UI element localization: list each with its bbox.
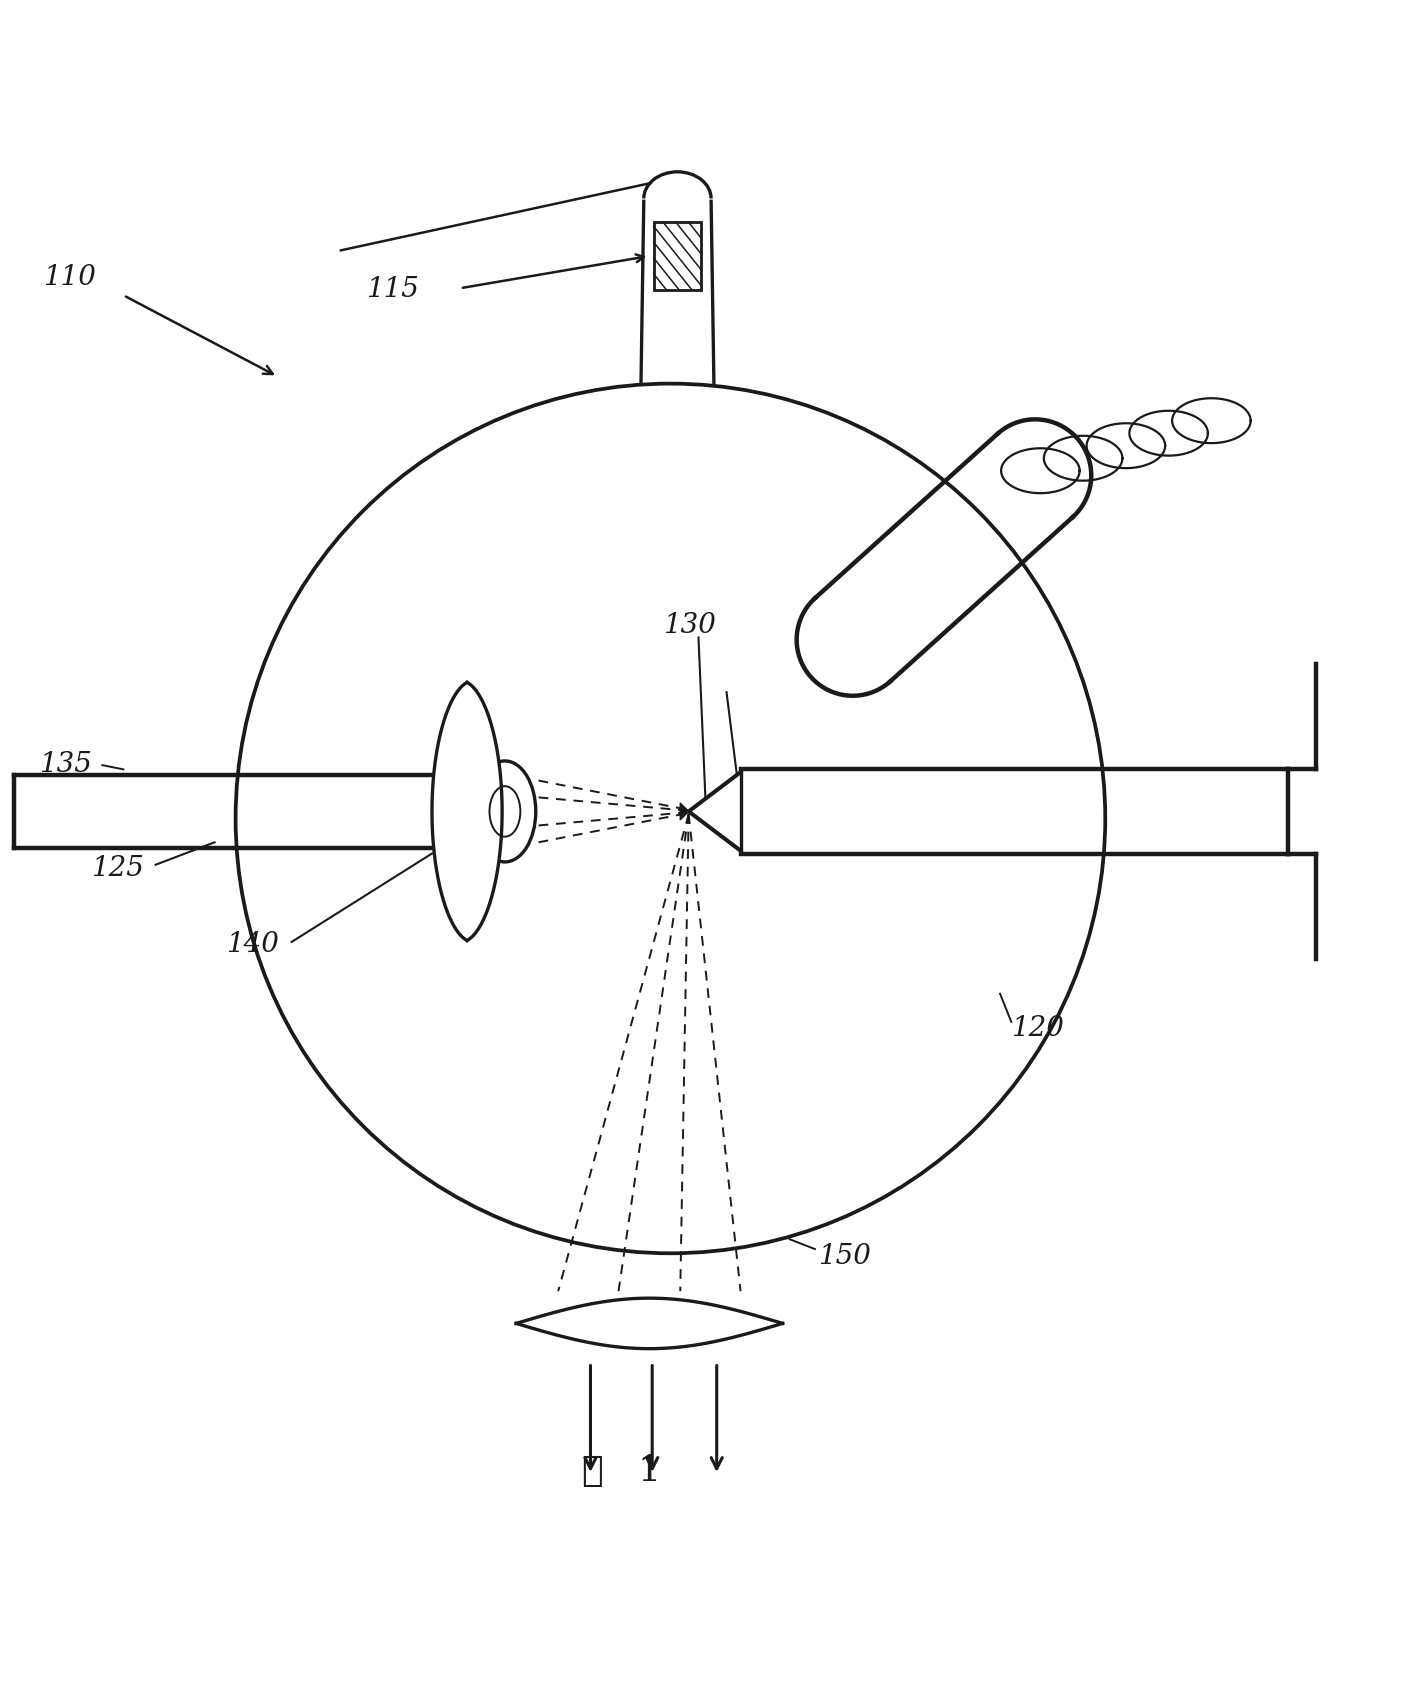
Polygon shape bbox=[680, 802, 689, 819]
Text: 140: 140 bbox=[226, 931, 278, 958]
Text: 130: 130 bbox=[663, 613, 717, 640]
Text: 150: 150 bbox=[818, 1243, 871, 1270]
Text: 图   1: 图 1 bbox=[581, 1454, 660, 1488]
Polygon shape bbox=[432, 682, 502, 941]
Text: 120: 120 bbox=[1012, 1014, 1064, 1041]
Bar bbox=[653, 222, 701, 290]
Polygon shape bbox=[689, 775, 741, 848]
Polygon shape bbox=[516, 1299, 783, 1349]
Ellipse shape bbox=[490, 786, 521, 836]
Ellipse shape bbox=[474, 760, 536, 862]
Text: 135: 135 bbox=[40, 752, 92, 779]
Text: 110: 110 bbox=[44, 264, 96, 291]
Bar bbox=[653, 222, 701, 290]
Text: 125: 125 bbox=[92, 855, 144, 882]
Text: 115: 115 bbox=[365, 276, 419, 303]
